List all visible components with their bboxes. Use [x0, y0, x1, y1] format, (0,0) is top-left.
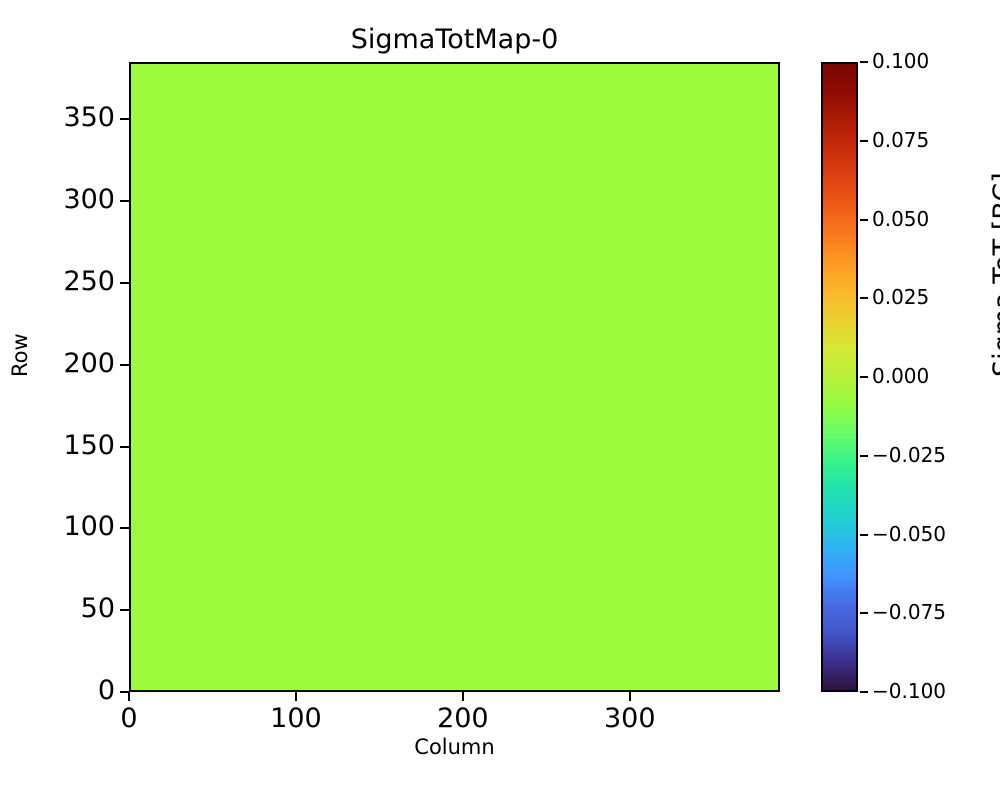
y-tick-label: 0 [97, 675, 115, 706]
colorbar-tick-mark [860, 691, 868, 693]
y-tick-mark [120, 200, 129, 203]
heatmap-axes[interactable] [129, 62, 780, 692]
colorbar-tick-mark [860, 376, 868, 378]
x-tick-mark [128, 692, 130, 701]
x-tick-label: 100 [270, 703, 322, 734]
colorbar-tick-mark [860, 139, 868, 142]
colorbar-tick-label: −0.050 [872, 521, 947, 546]
colorbar-tick-label: −0.025 [872, 442, 947, 467]
colorbar[interactable] [821, 62, 858, 692]
colorbar-tick-label: 0.050 [872, 206, 930, 231]
colorbar-tick-mark [860, 454, 868, 457]
y-tick-label: 350 [63, 102, 115, 134]
colorbar-tick-label: 0.000 [872, 364, 930, 388]
x-axis-label: Column [414, 735, 495, 759]
y-tick-label: 250 [63, 265, 115, 297]
colorbar-gradient [823, 64, 856, 690]
y-tick-mark [120, 691, 129, 693]
colorbar-tick-label: −0.100 [872, 679, 947, 703]
y-tick-label: 100 [63, 511, 115, 543]
y-tick-label: 150 [63, 429, 115, 461]
y-tick-mark [120, 281, 129, 284]
colorbar-tick-mark [860, 61, 868, 63]
colorbar-label: Sigma ToT [BC] [988, 172, 1000, 377]
y-tick-label: 50 [80, 593, 115, 625]
colorbar-tick-mark [860, 218, 868, 221]
y-tick-mark [120, 609, 129, 612]
colorbar-tick-mark [860, 612, 868, 615]
y-tick-mark [120, 118, 129, 121]
colorbar-tick-mark [860, 533, 868, 536]
x-tick-mark [461, 692, 464, 701]
y-axis-label: Row [8, 333, 32, 377]
heatmap-image [131, 64, 778, 690]
y-tick-label: 300 [63, 184, 115, 216]
x-tick-label: 200 [437, 703, 489, 734]
y-tick-mark [120, 363, 129, 366]
x-tick-mark [628, 692, 631, 701]
colorbar-tick-label: 0.025 [872, 285, 930, 310]
y-tick-mark [120, 445, 129, 448]
x-tick-label: 0 [120, 703, 138, 734]
colorbar-tick-label: −0.075 [872, 600, 947, 625]
colorbar-tick-mark [860, 297, 868, 300]
x-tick-label: 300 [603, 703, 656, 734]
colorbar-tick-label: 0.100 [872, 49, 930, 73]
y-tick-label: 200 [63, 347, 115, 379]
y-tick-mark [120, 527, 129, 530]
x-tick-mark [294, 692, 297, 701]
colorbar-tick-label: 0.075 [872, 127, 930, 152]
page-title: SigmaTotMap-0 [350, 24, 559, 55]
